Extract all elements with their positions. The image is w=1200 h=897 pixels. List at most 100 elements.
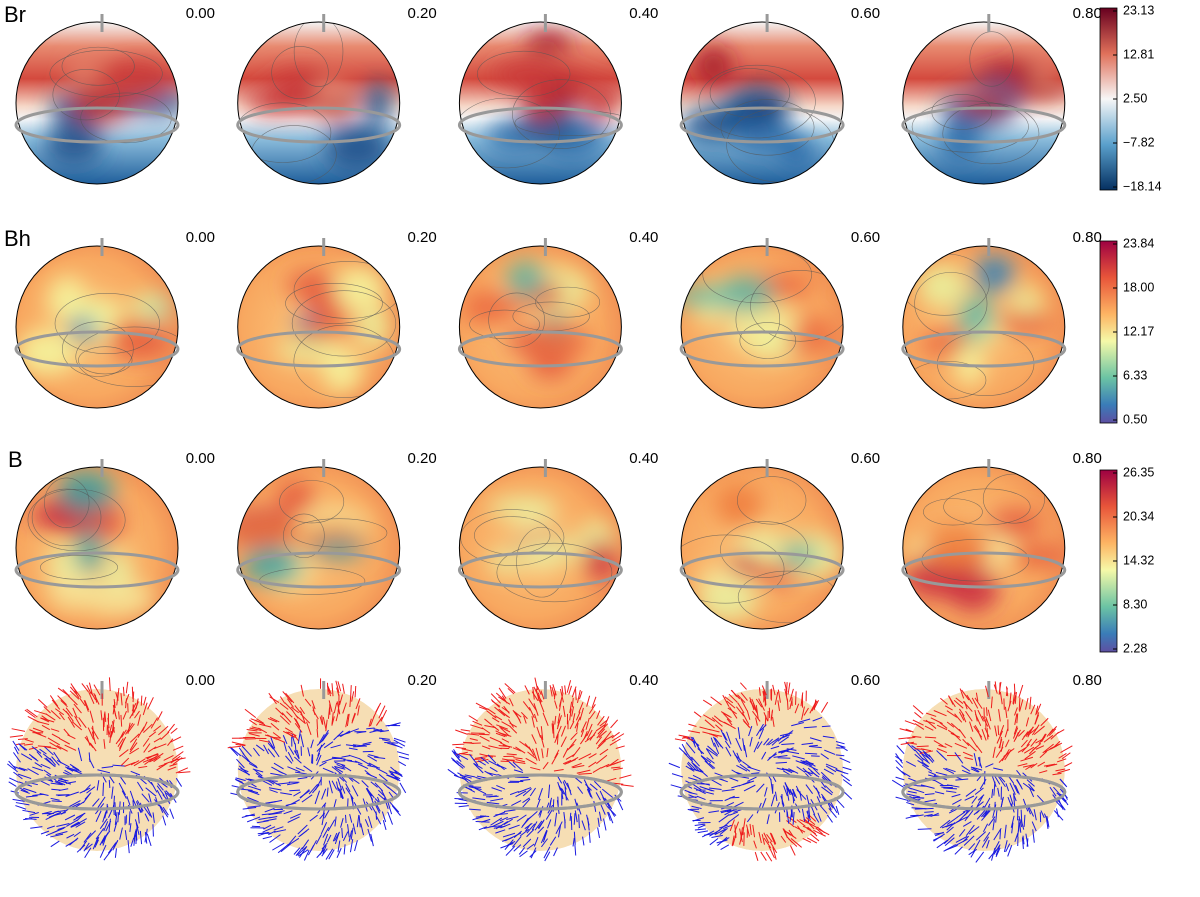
vector [1014, 684, 1015, 694]
vector [843, 779, 851, 785]
vector [27, 709, 38, 717]
sphere [235, 14, 400, 184]
blob [522, 81, 559, 121]
vector [703, 700, 712, 705]
phase-label: 0.20 [407, 5, 436, 22]
vector [576, 689, 577, 700]
vector [104, 850, 112, 861]
vector [1057, 730, 1064, 734]
vector [766, 852, 772, 861]
phase-label: 0.20 [407, 229, 436, 246]
sphere [903, 459, 1070, 629]
colorbar-tick-label: 6.33 [1123, 368, 1147, 382]
vector [505, 683, 515, 692]
blob [67, 317, 97, 340]
sphere-surface [903, 22, 1065, 184]
sphere-surface [681, 689, 843, 851]
blob [925, 522, 989, 569]
vector [479, 734, 490, 735]
vector [115, 848, 116, 857]
sphere-surface [16, 246, 193, 408]
vector [147, 834, 151, 846]
vector [132, 687, 133, 699]
vector [721, 845, 729, 850]
sphere [681, 14, 843, 184]
phase-label: 0.60 [851, 229, 880, 246]
vector [119, 711, 120, 719]
vector [621, 785, 634, 787]
vector [163, 816, 166, 826]
colorbar-tick-label: −18.14 [1123, 179, 1162, 193]
colorbar-tick-label: 12.17 [1123, 324, 1154, 338]
blob [1010, 288, 1041, 313]
vector [9, 782, 17, 787]
blob [104, 553, 133, 588]
vector [376, 812, 377, 820]
vector [52, 801, 62, 802]
blob [129, 294, 169, 320]
vector [740, 683, 746, 690]
blob [695, 46, 732, 85]
vector [827, 815, 832, 823]
blob [506, 261, 545, 298]
vector [836, 806, 839, 815]
vector [955, 847, 963, 855]
vector [399, 756, 409, 759]
blob [488, 497, 557, 519]
sphere [454, 14, 632, 184]
vector [925, 808, 934, 809]
sphere-surface [681, 22, 843, 184]
vector [710, 838, 718, 844]
vector [535, 678, 538, 690]
phase-label: 0.20 [407, 672, 436, 689]
phase-label: 0.60 [851, 672, 880, 689]
vector [10, 736, 23, 738]
sphere [238, 238, 402, 408]
colorbar-tick-label: 14.32 [1123, 553, 1154, 567]
vector [459, 806, 469, 807]
sphere-surface [903, 467, 1070, 629]
vector [1019, 685, 1023, 698]
sphere [16, 238, 193, 408]
vector [263, 836, 272, 838]
colorbar-tick-label: 23.13 [1123, 3, 1154, 17]
vector [454, 799, 463, 800]
phase-label: 0.40 [629, 450, 658, 467]
vector [675, 739, 686, 741]
vector [914, 712, 921, 718]
vector [351, 685, 352, 699]
vector [892, 780, 903, 787]
blob [974, 255, 1015, 292]
colorbar-tick-label: 26.35 [1123, 465, 1154, 479]
vector [896, 777, 905, 780]
vector [755, 852, 758, 861]
sphere [448, 678, 634, 861]
vector [144, 697, 146, 705]
phase-label: 0.00 [186, 450, 215, 467]
vector [376, 703, 381, 712]
row-label: B [8, 447, 23, 472]
vector [469, 716, 478, 722]
sphere [900, 238, 1065, 408]
phase-label: 0.20 [407, 450, 436, 467]
phase-label: 0.00 [186, 5, 215, 22]
vector [171, 728, 177, 733]
sphere-fill [681, 689, 843, 851]
blob [335, 267, 385, 311]
vector [170, 809, 174, 819]
blob [953, 90, 1014, 114]
vector [346, 815, 347, 823]
vector [245, 709, 256, 717]
sphere-surface [667, 467, 844, 629]
sphere [669, 681, 852, 861]
sphere-surface [227, 467, 400, 629]
blob [322, 348, 361, 392]
sphere-surface [459, 246, 621, 408]
vector [178, 772, 190, 773]
vector [126, 682, 127, 693]
vector [148, 697, 154, 709]
vector [261, 833, 270, 834]
vector [355, 686, 356, 697]
vector [897, 746, 904, 754]
